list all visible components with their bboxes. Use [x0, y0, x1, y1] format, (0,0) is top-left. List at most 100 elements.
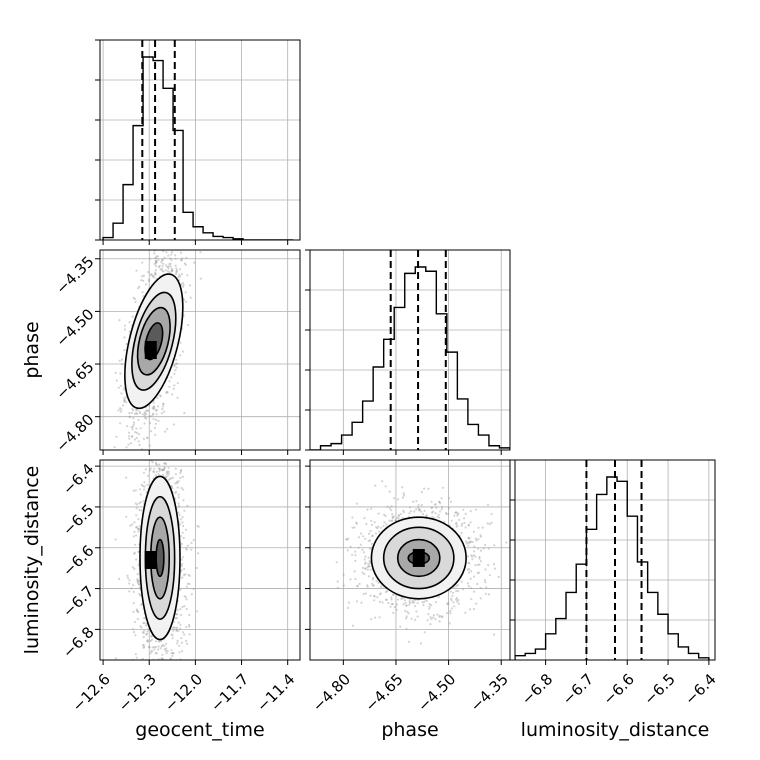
- sample-point: [403, 599, 407, 602]
- sample-point: [478, 563, 481, 566]
- sample-point: [176, 362, 179, 365]
- sample-point: [427, 613, 430, 616]
- sample-point: [139, 501, 142, 504]
- sample-point: [393, 606, 396, 609]
- sample-point: [376, 527, 379, 530]
- sample-point: [136, 581, 139, 584]
- sample-point: [145, 417, 148, 420]
- sample-point: [392, 515, 395, 518]
- sample-point: [470, 587, 473, 590]
- sample-point: [175, 490, 178, 493]
- sample-point: [165, 652, 168, 655]
- sample-point: [171, 637, 174, 640]
- sample-point: [137, 527, 140, 531]
- sample-point: [423, 631, 426, 634]
- sample-point: [168, 263, 171, 266]
- sample-point: [117, 386, 120, 389]
- density-geocent_time-luminosity_distance: [114, 435, 200, 660]
- sample-point: [385, 590, 388, 594]
- sample-point: [133, 552, 136, 555]
- sample-point: [185, 547, 188, 550]
- sample-point: [357, 536, 360, 539]
- sample-point: [174, 254, 177, 257]
- x-axis-title-luminosity_distance: luminosity_distance: [521, 719, 710, 741]
- sample-point: [160, 267, 163, 270]
- sample-point: [460, 524, 463, 527]
- sample-point: [128, 579, 131, 582]
- sample-point: [135, 608, 138, 611]
- sample-point: [156, 255, 160, 258]
- sample-point: [172, 652, 175, 655]
- sample-point: [439, 502, 442, 505]
- sample-point: [135, 408, 139, 411]
- sample-point: [177, 621, 180, 624]
- y-tick-label: −4.65: [52, 358, 97, 403]
- sample-point: [135, 534, 138, 537]
- panel-frame: [514, 459, 716, 661]
- sample-point: [171, 634, 174, 637]
- sample-point: [134, 543, 137, 546]
- sample-point: [390, 505, 393, 508]
- sample-point: [455, 597, 458, 600]
- sample-point: [137, 433, 141, 436]
- sample-point: [432, 616, 435, 619]
- sample-point: [438, 516, 441, 519]
- sample-point: [153, 646, 156, 649]
- sample-point: [154, 261, 157, 264]
- sample-point: [135, 514, 138, 517]
- sample-point: [356, 600, 359, 603]
- sample-point: [174, 626, 177, 629]
- sample-point: [440, 507, 443, 511]
- sample-point: [170, 652, 173, 655]
- contour-line: [144, 322, 164, 361]
- sample-point: [365, 523, 368, 526]
- sample-point: [178, 268, 182, 271]
- sample-point: [455, 585, 458, 588]
- sample-point: [432, 510, 435, 513]
- sample-point: [165, 390, 168, 394]
- sample-point: [367, 575, 371, 578]
- sample-point: [132, 409, 135, 412]
- sample-point: [158, 235, 160, 237]
- sample-point: [369, 562, 372, 565]
- sample-point: [445, 512, 448, 516]
- sample-point: [408, 600, 411, 603]
- sample-point: [168, 380, 171, 383]
- x-axis-title-geocent_time: geocent_time: [135, 719, 264, 741]
- sample-point: [160, 261, 163, 264]
- sample-point: [125, 446, 128, 449]
- sample-point: [479, 535, 482, 538]
- sample-point: [409, 601, 412, 604]
- sample-point: [497, 575, 500, 579]
- sample-point: [154, 269, 157, 272]
- sample-point: [189, 296, 192, 299]
- x-tick-label: −6.8: [518, 670, 556, 708]
- sample-point: [134, 489, 137, 492]
- sample-point: [151, 413, 154, 416]
- sample-point: [456, 584, 459, 587]
- sample-point: [367, 539, 370, 543]
- x-tick-label: −6.6: [600, 670, 638, 708]
- sample-point: [383, 521, 386, 524]
- sample-point: [460, 580, 463, 583]
- sample-point: [171, 269, 174, 272]
- sample-point: [163, 256, 166, 259]
- sample-point: [467, 541, 470, 544]
- sample-point: [161, 469, 164, 472]
- sample-point: [383, 513, 386, 516]
- sample-point: [423, 509, 426, 512]
- sample-point: [136, 580, 140, 583]
- sample-point: [417, 508, 420, 511]
- sample-point: [166, 471, 169, 474]
- sample-point: [455, 589, 458, 593]
- sample-point: [456, 511, 459, 514]
- sample-point: [349, 545, 352, 548]
- sample-point: [129, 524, 132, 527]
- sample-point: [155, 265, 158, 268]
- sample-point: [431, 515, 434, 518]
- sample-point: [162, 469, 166, 472]
- sample-point: [149, 257, 152, 260]
- sample-point: [158, 435, 160, 437]
- sample-point: [136, 609, 139, 612]
- sample-point: [430, 617, 433, 620]
